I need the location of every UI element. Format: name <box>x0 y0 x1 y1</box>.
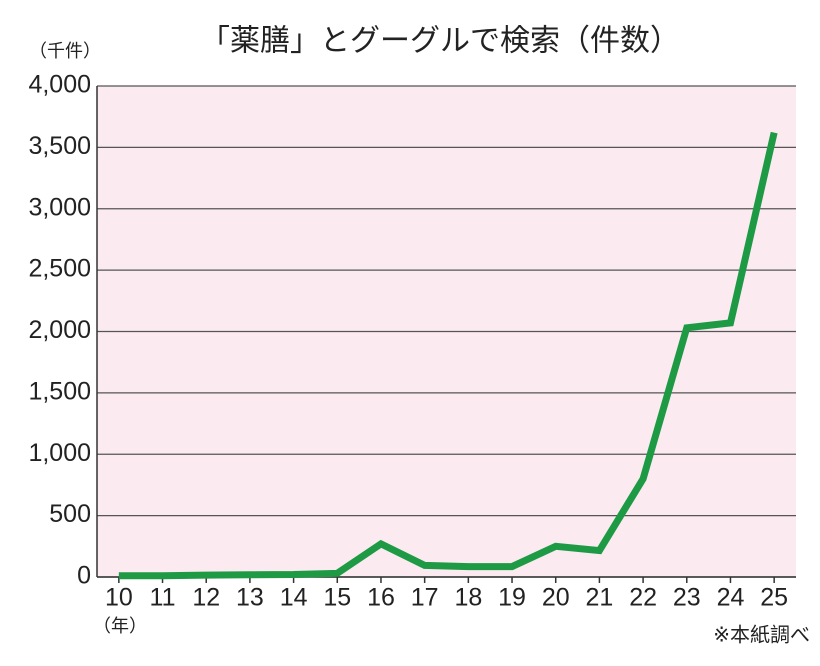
y-tick-label: 1,000 <box>28 439 91 467</box>
x-axis-label: （年） <box>93 616 147 637</box>
x-tick-label: 23 <box>673 584 701 612</box>
x-tick-label: 20 <box>542 584 570 612</box>
x-tick-label: 18 <box>454 584 482 612</box>
x-tick-label: 13 <box>236 584 264 612</box>
x-tick-label: 22 <box>629 584 657 612</box>
x-tick-label: 21 <box>586 584 614 612</box>
chart-title: 「薬膳」とグーグルで検索（件数） <box>200 24 680 59</box>
x-tick-label: 24 <box>717 584 745 612</box>
y-tick-label: 0 <box>77 562 91 590</box>
x-tick-label: 16 <box>367 584 395 612</box>
y-tick-label: 2,000 <box>28 316 91 344</box>
x-tick-label: 12 <box>192 584 220 612</box>
y-tick-label: 1,500 <box>28 377 91 405</box>
y-tick-label: 4,000 <box>28 71 91 99</box>
x-tick-label: 17 <box>411 584 439 612</box>
y-tick-label: 500 <box>49 500 91 528</box>
y-tick-label: 3,500 <box>28 132 91 160</box>
x-tick-label: 19 <box>498 584 526 612</box>
x-tick-label: 15 <box>323 584 351 612</box>
x-tick-label: 11 <box>150 584 176 612</box>
data-line <box>118 131 778 580</box>
x-tick-label: 14 <box>280 584 308 612</box>
y-tick-label: 2,500 <box>28 255 91 283</box>
y-tick-label: 3,000 <box>28 193 91 221</box>
x-tick-label: 25 <box>760 584 788 612</box>
x-tick-label: 10 <box>105 584 133 612</box>
y-axis-label: （千件） <box>29 41 101 62</box>
source-note: ※本紙調べ <box>713 623 810 647</box>
